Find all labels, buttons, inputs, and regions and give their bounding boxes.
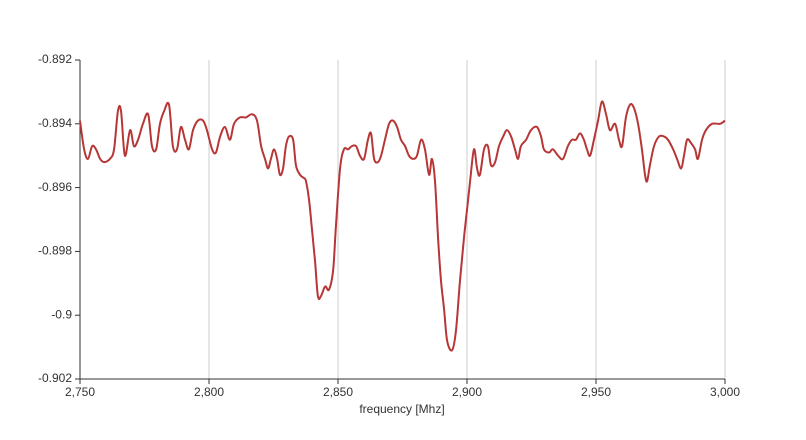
x-tick-label: 2,900 (452, 385, 482, 399)
x-tick-label: 2,950 (581, 385, 611, 399)
y-tick-label: -0.898 (38, 244, 72, 258)
x-tick-label: 2,750 (65, 385, 95, 399)
data-line (79, 100, 726, 352)
x-tick-label: 3,000 (710, 385, 740, 399)
y-tick-label: -0.894 (38, 116, 72, 130)
x-axis-label: frequency [Mhz] (359, 402, 444, 416)
y-tick-label: -0.902 (38, 371, 72, 385)
y-tick-label: -0.9 (51, 307, 72, 321)
y-tick-label: -0.892 (38, 52, 72, 66)
y-tick-label: -0.896 (38, 180, 72, 194)
x-tick-label: 2,850 (323, 385, 353, 399)
x-tick-label: 2,800 (194, 385, 224, 399)
